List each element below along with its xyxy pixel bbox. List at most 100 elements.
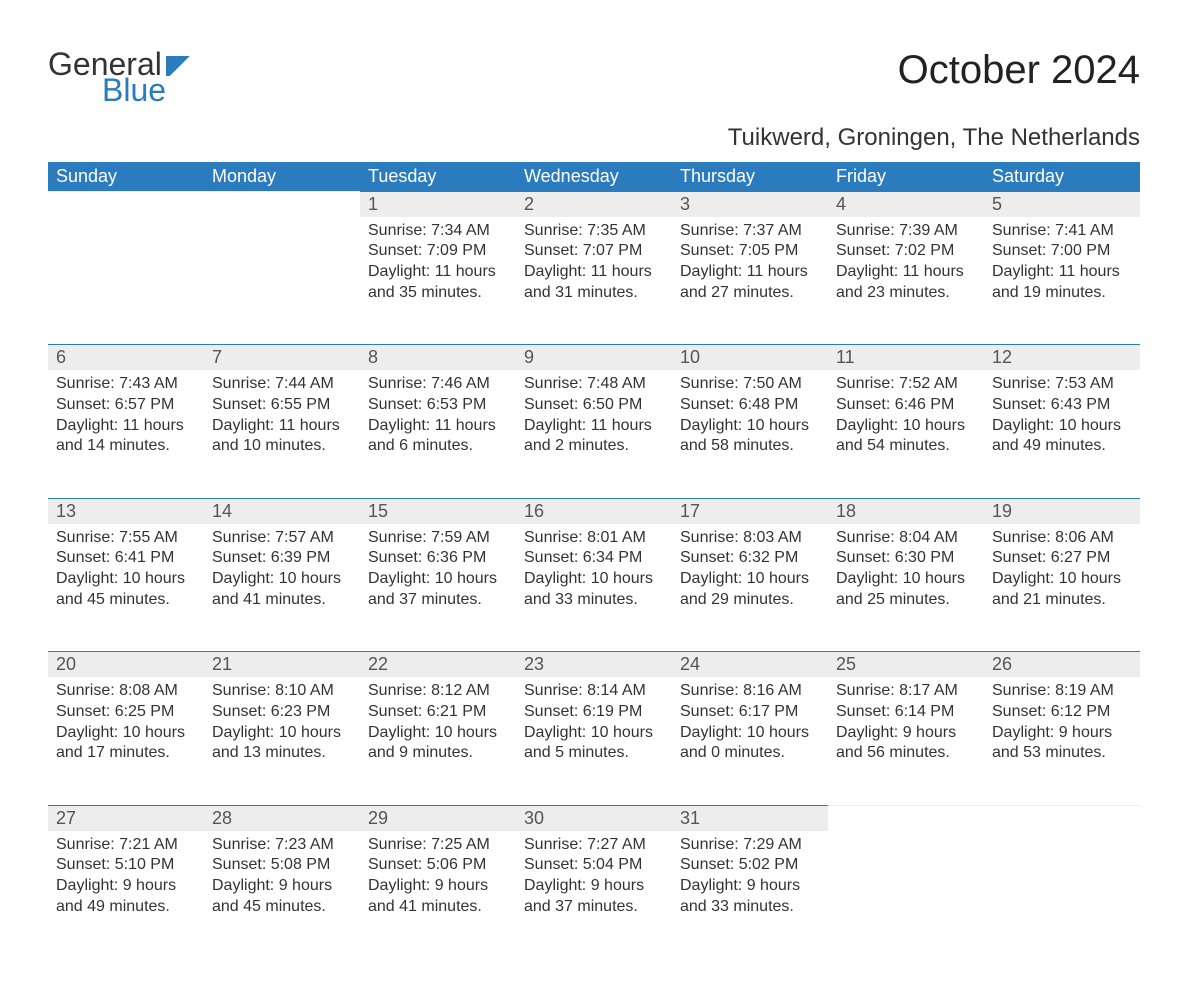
daylight-line: Daylight: 10 hours and 29 minutes.: [680, 570, 809, 608]
day-content: Sunrise: 8:19 AMSunset: 6:12 PMDaylight:…: [984, 677, 1140, 778]
content-row: Sunrise: 7:43 AMSunset: 6:57 PMDaylight:…: [48, 370, 1140, 498]
day-content: Sunrise: 8:17 AMSunset: 6:14 PMDaylight:…: [828, 677, 984, 778]
daylight-line: Daylight: 10 hours and 49 minutes.: [992, 417, 1121, 455]
sunset-line: Sunset: 6:53 PM: [368, 396, 486, 413]
sunrise-line: Sunrise: 8:06 AM: [992, 529, 1114, 546]
sunrise-line: Sunrise: 7:50 AM: [680, 375, 802, 392]
daylight-line: Daylight: 11 hours and 27 minutes.: [680, 263, 808, 301]
daylight-line: Daylight: 11 hours and 31 minutes.: [524, 263, 652, 301]
sunset-line: Sunset: 6:12 PM: [992, 703, 1110, 720]
daylight-line: Daylight: 10 hours and 45 minutes.: [56, 570, 185, 608]
day-content: Sunrise: 8:12 AMSunset: 6:21 PMDaylight:…: [360, 677, 516, 778]
daynum-cell: 20: [48, 652, 204, 678]
daylight-line: Daylight: 10 hours and 13 minutes.: [212, 724, 341, 762]
daynum-cell: 22: [360, 652, 516, 678]
sunrise-line: Sunrise: 8:01 AM: [524, 529, 646, 546]
daynum-cell: 23: [516, 652, 672, 678]
day-cell: Sunrise: 7:52 AMSunset: 6:46 PMDaylight:…: [828, 370, 984, 498]
sunrise-line: Sunrise: 8:14 AM: [524, 682, 646, 699]
daylight-line: Daylight: 11 hours and 6 minutes.: [368, 417, 496, 455]
day-cell: Sunrise: 8:08 AMSunset: 6:25 PMDaylight:…: [48, 677, 204, 805]
day-cell: Sunrise: 8:19 AMSunset: 6:12 PMDaylight:…: [984, 677, 1140, 805]
daylight-line: Daylight: 10 hours and 21 minutes.: [992, 570, 1121, 608]
day-cell: Sunrise: 8:03 AMSunset: 6:32 PMDaylight:…: [672, 524, 828, 652]
sunset-line: Sunset: 6:27 PM: [992, 549, 1110, 566]
day-cell: Sunrise: 7:37 AM Sunset: 7:05 PM Daylight:…: [672, 217, 828, 345]
sunset-line: Sunset: 6:23 PM: [212, 703, 330, 720]
daynum-cell: 5: [984, 192, 1140, 217]
daynum-cell: 18: [828, 498, 984, 524]
logo: General Blue: [48, 48, 194, 106]
daynum-cell: 17: [672, 498, 828, 524]
day-content: Sunrise: 7:48 AMSunset: 6:50 PMDaylight:…: [516, 370, 672, 471]
day-cell: Sunrise: 7:59 AMSunset: 6:36 PMDaylight:…: [360, 524, 516, 652]
day-cell: Sunrise: 7:23 AMSunset: 5:08 PMDaylight:…: [204, 831, 360, 959]
day-content: Sunrise: 7:53 AMSunset: 6:43 PMDaylight:…: [984, 370, 1140, 471]
day-content: Sunrise: 8:03 AMSunset: 6:32 PMDaylight:…: [672, 524, 828, 625]
day-content: Sunrise: 7:35 AMSunset: 7:07 PMDaylight:…: [516, 217, 672, 318]
day-cell: Sunrise: 7:53 AMSunset: 6:43 PMDaylight:…: [984, 370, 1140, 498]
daynum-cell: 1: [360, 192, 516, 217]
daylight-line: Daylight: 10 hours and 58 minutes.: [680, 417, 809, 455]
day-content: Sunrise: 7:34 AMSunset: 7:09 PMDaylight:…: [360, 217, 516, 318]
daylight-line: Daylight: 9 hours and 56 minutes.: [836, 724, 956, 762]
calendar-header-cell: Sunday: [48, 162, 204, 192]
day-cell: Sunrise: 7:48 AMSunset: 6:50 PMDaylight:…: [516, 370, 672, 498]
sunrise-line: Sunrise: 8:12 AM: [368, 682, 490, 699]
daylight-line: Daylight: 9 hours and 37 minutes.: [524, 877, 644, 915]
sunset-line: Sunset: 6:30 PM: [836, 549, 954, 566]
daynum-cell: 21: [204, 652, 360, 678]
sunrise-line: Sunrise: 7:35 AM: [524, 222, 646, 239]
header: General Blue October 2024: [48, 48, 1140, 106]
daynum-cell: [828, 805, 984, 831]
daynum-cell: [984, 805, 1140, 831]
day-cell: [48, 217, 204, 345]
sunset-line: Sunset: 6:46 PM: [836, 396, 954, 413]
day-cell: Sunrise: 7:50 AMSunset: 6:48 PMDaylight:…: [672, 370, 828, 498]
sunrise-line: Sunrise: 7:55 AM: [56, 529, 178, 546]
day-cell: Sunrise: 8:06 AM Sunset: 6:27 PM Daylight:…: [984, 524, 1140, 652]
sunrise-line: Sunrise: 7:57 AM: [212, 529, 334, 546]
day-content: Sunrise: 7:52 AMSunset: 6:46 PMDaylight:…: [828, 370, 984, 471]
daylight-line: Daylight: 10 hours and 33 minutes.: [524, 570, 653, 608]
sunrise-line: Sunrise: 7:27 AM: [524, 836, 646, 853]
sunrise-line: Sunrise: 7:23 AM: [212, 836, 334, 853]
daylight-line: Daylight: 11 hours and 14 minutes.: [56, 417, 184, 455]
daynum-cell: 4: [828, 192, 984, 217]
day-content: Sunrise: 7:27 AM Sunset: 5:04 PM Daylight:…: [516, 831, 672, 932]
sunset-line: Sunset: 5:04 PM: [524, 856, 642, 873]
daynum-row: 20212223242526: [48, 652, 1140, 678]
daynum-cell: 30: [516, 805, 672, 831]
daylight-line: Daylight: 11 hours and 10 minutes.: [212, 417, 340, 455]
sunset-line: Sunset: 7:02 PM: [836, 242, 954, 259]
day-cell: Sunrise: 8:01 AMSunset: 6:34 PMDaylight:…: [516, 524, 672, 652]
sunrise-line: Sunrise: 7:37 AM: [680, 222, 802, 239]
daynum-cell: 31: [672, 805, 828, 831]
daylight-line: Daylight: 10 hours and 9 minutes.: [368, 724, 497, 762]
day-cell: Sunrise: 7:46 AMSunset: 6:53 PMDaylight:…: [360, 370, 516, 498]
sunset-line: Sunset: 7:09 PM: [368, 242, 486, 259]
day-cell: Sunrise: 8:12 AMSunset: 6:21 PMDaylight:…: [360, 677, 516, 805]
day-content: Sunrise: 7:57 AMSunset: 6:39 PMDaylight:…: [204, 524, 360, 625]
logo-flag-icon: [166, 56, 194, 76]
daynum-cell: 24: [672, 652, 828, 678]
sunset-line: Sunset: 5:06 PM: [368, 856, 486, 873]
logo-text-blue: Blue: [102, 74, 166, 106]
sunset-line: Sunset: 7:05 PM: [680, 242, 798, 259]
day-cell: [828, 831, 984, 959]
daynum-cell: 7: [204, 345, 360, 371]
calendar-header-cell: Wednesday: [516, 162, 672, 192]
day-content: Sunrise: 7:23 AMSunset: 5:08 PMDaylight:…: [204, 831, 360, 932]
calendar-header-cell: Friday: [828, 162, 984, 192]
daynum-cell: 19: [984, 498, 1140, 524]
day-content: Sunrise: 8:10 AMSunset: 6:23 PMDaylight:…: [204, 677, 360, 778]
daynum-cell: 26: [984, 652, 1140, 678]
content-row: Sunrise: 7:34 AMSunset: 7:09 PMDaylight:…: [48, 217, 1140, 345]
sunset-line: Sunset: 5:10 PM: [56, 856, 174, 873]
sunset-line: Sunset: 6:19 PM: [524, 703, 642, 720]
day-content: Sunrise: 8:16 AMSunset: 6:17 PMDaylight:…: [672, 677, 828, 778]
sunset-line: Sunset: 6:17 PM: [680, 703, 798, 720]
title-block: October 2024: [898, 48, 1140, 93]
sunrise-line: Sunrise: 7:29 AM: [680, 836, 802, 853]
day-content: Sunrise: 7:44 AMSunset: 6:55 PMDaylight:…: [204, 370, 360, 471]
